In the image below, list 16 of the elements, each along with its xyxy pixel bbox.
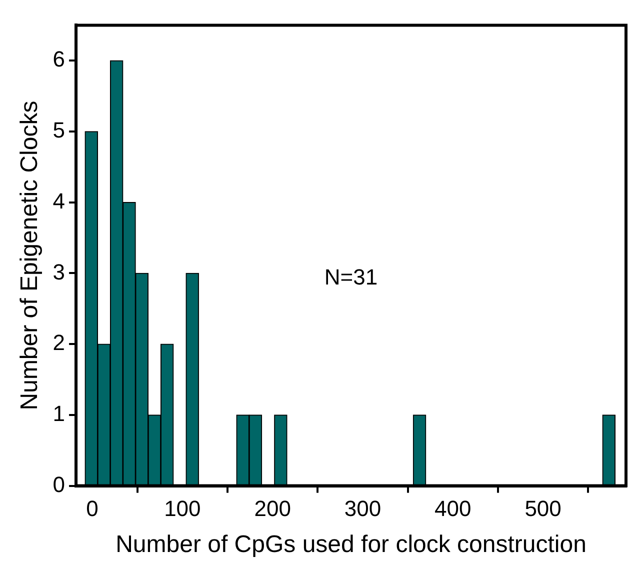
y-tick-label: 3 — [52, 259, 66, 284]
x-tick-label: 500 — [524, 496, 562, 522]
x-tick-label: 100 — [164, 496, 201, 522]
y-tick-label: 5 — [52, 118, 66, 143]
annotation: N=31 — [324, 264, 378, 290]
y-axis-title: Number of Epigenetic Clocks — [16, 100, 44, 410]
x-tick-label: 0 — [86, 496, 98, 522]
y-tick-label: 1 — [52, 401, 66, 426]
y-tick-label: 0 — [52, 472, 66, 497]
x-axis-title: Number of CpGs used for clock construction — [116, 531, 586, 558]
x-tick-label: 400 — [434, 496, 472, 522]
x-tick-label: 200 — [254, 496, 291, 522]
y-tick-label: 4 — [52, 188, 66, 214]
x-tick-label: 300 — [344, 496, 382, 522]
y-tick-label: 2 — [52, 330, 66, 356]
y-tick-label: 6 — [52, 46, 66, 72]
